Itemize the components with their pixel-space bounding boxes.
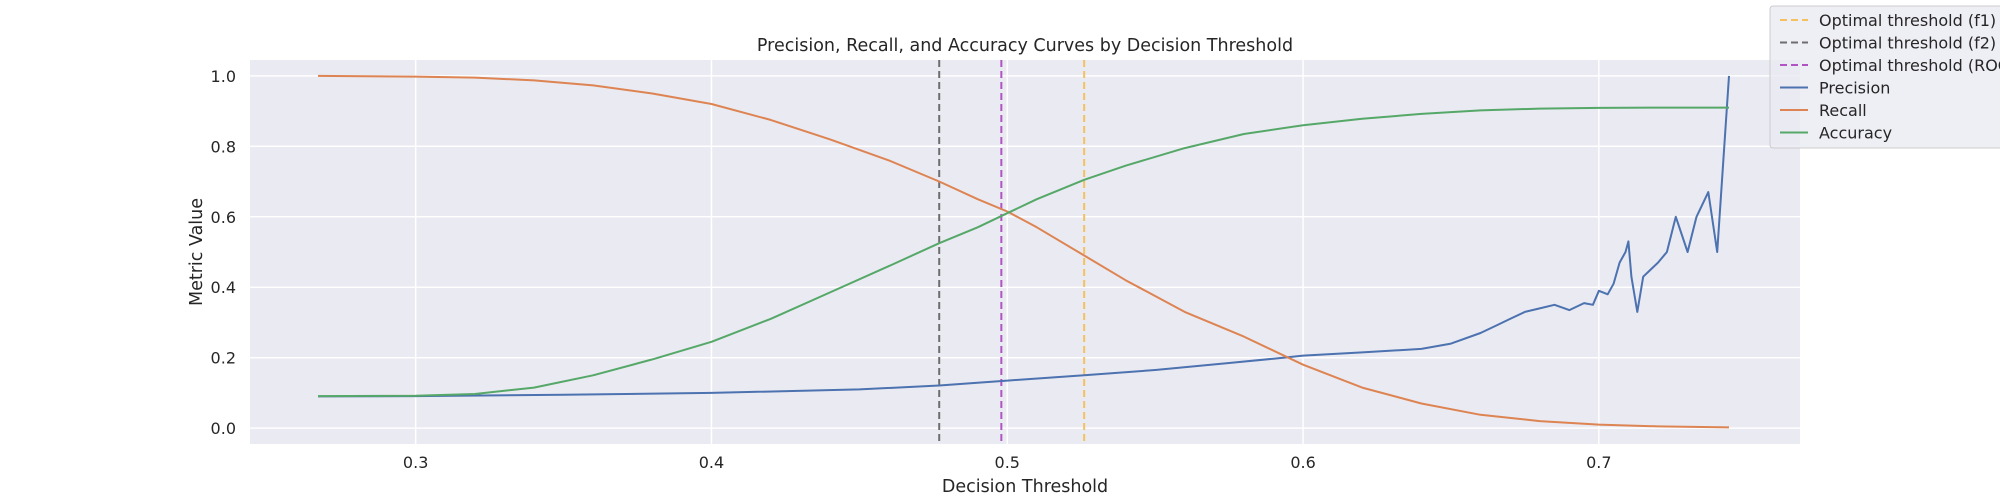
plot-background xyxy=(250,60,1800,444)
y-tick-label: 0.4 xyxy=(211,278,236,297)
legend-frame xyxy=(1769,5,2000,149)
legend-label: Accuracy xyxy=(1819,124,1892,143)
y-tick-label: 0.2 xyxy=(211,349,236,368)
x-tick-label: 0.4 xyxy=(699,453,724,472)
x-tick-label: 0.3 xyxy=(403,453,428,472)
y-tick-label: 1.0 xyxy=(211,67,236,86)
chart-title: Precision, Recall, and Accuracy Curves b… xyxy=(757,36,1293,56)
legend: Optimal threshold (f1) Optimal threshold … xyxy=(1769,5,2000,149)
x-tick-labels: 0.3 0.4 0.5 0.6 0.7 xyxy=(403,453,1612,472)
series-lines xyxy=(317,74,1730,429)
x-tick-label: 0.5 xyxy=(995,453,1020,472)
threshold-lines xyxy=(938,60,1086,444)
legend-label: Precision xyxy=(1819,79,1890,98)
legend-label: Optimal threshold (f1) xyxy=(1819,11,1996,30)
x-tick-label: 0.7 xyxy=(1586,453,1611,472)
grid xyxy=(250,60,1800,444)
legend-label: Recall xyxy=(1819,101,1867,120)
y-tick-label: 0.8 xyxy=(211,137,236,156)
series-line-precision xyxy=(317,75,1730,398)
legend-label: Optimal threshold (ROC) xyxy=(1819,56,2000,75)
x-tick-label: 0.6 xyxy=(1290,453,1315,472)
y-tick-label: 0.6 xyxy=(211,208,236,227)
y-axis-label: Metric Value xyxy=(187,198,207,306)
y-tick-labels: 0.0 0.2 0.4 0.6 0.8 1.0 xyxy=(211,67,236,438)
legend-label: Optimal threshold (f2) xyxy=(1819,34,1996,53)
series-line-accuracy xyxy=(317,106,1729,398)
x-axis-label: Decision Threshold xyxy=(942,477,1108,497)
y-tick-label: 0.0 xyxy=(211,419,236,438)
series-line-recall xyxy=(317,74,1730,429)
